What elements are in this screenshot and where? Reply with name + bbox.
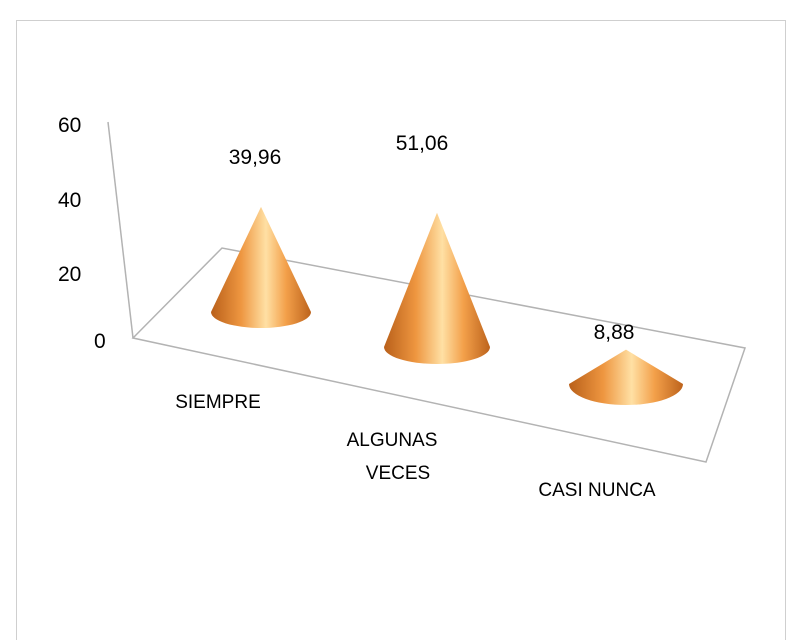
category-labels: SIEMPRE ALGUNAS VECES CASI NUNCA — [175, 392, 656, 501]
chart-floor — [107, 121, 746, 463]
category-label-casi-nunca: CASI NUNCA — [538, 480, 656, 501]
cone-casi-nunca — [569, 349, 683, 405]
y-tick-label: 0 — [94, 330, 106, 353]
floor-plane — [131, 247, 746, 463]
data-label-algunas-veces: 51,06 — [396, 132, 449, 155]
y-tick-label: 60 — [58, 114, 81, 137]
cone-algunas-veces — [384, 212, 490, 364]
category-label-algunas: ALGUNAS — [347, 430, 438, 451]
data-label-casi-nunca: 8,88 — [594, 321, 635, 344]
category-label-veces: VECES — [366, 463, 430, 484]
y-axis-line — [107, 121, 134, 339]
y-axis-ticks: 60 40 20 0 — [58, 114, 106, 353]
y-tick-label: 40 — [58, 189, 81, 212]
cone-series — [211, 206, 683, 405]
cone-siempre — [211, 206, 311, 328]
category-label-siempre: SIEMPRE — [175, 392, 261, 413]
y-tick-label: 20 — [58, 263, 81, 286]
data-label-siempre: 39,96 — [229, 146, 282, 169]
data-labels: 39,96 51,06 8,88 — [229, 132, 635, 344]
